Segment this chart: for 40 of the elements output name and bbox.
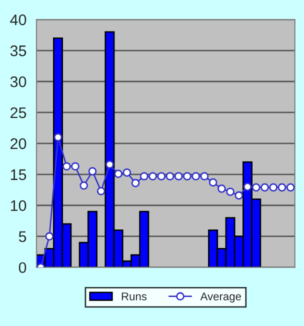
y-tick-label: 20 bbox=[10, 138, 26, 150]
point bbox=[45, 232, 54, 241]
point bbox=[96, 186, 106, 196]
point bbox=[278, 183, 286, 192]
y-tick-label: 0 bbox=[18, 262, 26, 274]
point bbox=[252, 183, 260, 192]
point bbox=[218, 184, 226, 193]
point bbox=[286, 183, 295, 192]
point bbox=[192, 172, 200, 180]
point bbox=[183, 172, 192, 180]
point bbox=[54, 133, 62, 142]
point bbox=[140, 172, 148, 180]
y-tick-label: 40 bbox=[10, 14, 26, 26]
point bbox=[88, 167, 97, 176]
y-tick-label: 5 bbox=[18, 231, 26, 242]
point bbox=[131, 178, 140, 188]
point bbox=[243, 182, 252, 191]
point bbox=[200, 172, 209, 180]
point bbox=[174, 172, 183, 180]
point bbox=[157, 172, 166, 180]
point bbox=[260, 183, 269, 192]
point bbox=[106, 160, 114, 169]
point bbox=[62, 162, 71, 171]
y-tick-label: 30 bbox=[10, 76, 26, 88]
y-tick-label: 25 bbox=[10, 107, 26, 118]
legend-label: Average bbox=[200, 292, 241, 303]
legend-label: Runs bbox=[122, 292, 147, 300]
point bbox=[166, 172, 174, 180]
point bbox=[80, 181, 88, 190]
y-tick-label: 35 bbox=[10, 45, 26, 56]
point bbox=[234, 191, 244, 200]
point bbox=[148, 172, 157, 180]
y-tick-label: 15 bbox=[10, 169, 26, 180]
point bbox=[122, 168, 132, 177]
point bbox=[226, 188, 234, 196]
point bbox=[71, 162, 80, 171]
y-tick-label: 10 bbox=[10, 200, 26, 212]
point bbox=[269, 183, 278, 192]
point bbox=[114, 170, 122, 178]
point bbox=[208, 178, 218, 187]
